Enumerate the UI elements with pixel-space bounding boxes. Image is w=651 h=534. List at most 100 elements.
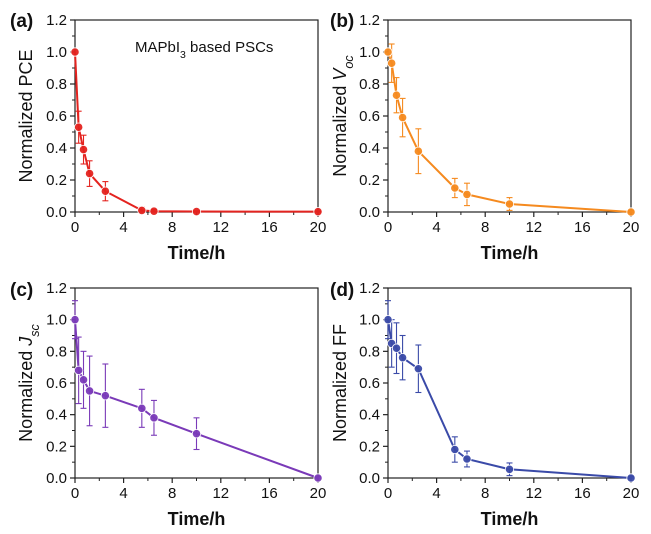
panel-a: 0 4 8 12 16 20 0.0 0.2 0.4 0.6 0.8 1.0 1.2 (a) Time/h N…	[10, 11, 326, 263]
panel-b: 0 4 8 12 16 20 0.0 0.2 0.4 0.6 0.8 1.0 1.2 (b) Time/h N…	[330, 11, 639, 263]
y-tick-label: 0.4	[46, 407, 67, 424]
data-point	[462, 454, 472, 464]
x-axis-title: Time/h	[481, 243, 539, 263]
data-point	[149, 206, 159, 216]
y-tick-label: 0.8	[359, 76, 380, 93]
data-point	[450, 183, 460, 193]
x-tick-label: 12	[212, 219, 229, 236]
y-tick-label: 1.2	[46, 280, 67, 297]
data-point	[78, 145, 89, 155]
x-tick-label: 8	[168, 485, 176, 502]
data-point	[450, 444, 460, 455]
y-tick-label: 1.0	[46, 44, 67, 61]
label-part: sc	[28, 323, 42, 336]
panel-c: 0 4 8 12 16 20 0.0 0.2 0.4 0.6 0.8 1.0 1.2 (c) Time/h N…	[10, 280, 326, 529]
panel-label: (c)	[10, 280, 33, 301]
data-point	[191, 429, 202, 439]
x-tick-label: 12	[212, 485, 229, 502]
x-tick-label: 4	[119, 219, 127, 236]
y-axis-title: Normalized Voc	[330, 55, 356, 177]
data-point	[504, 199, 515, 209]
data-point	[413, 364, 423, 374]
y-axis-title: Normalized PCE	[16, 49, 36, 182]
data-point	[149, 413, 159, 423]
y-tick-label: 0.0	[359, 204, 380, 221]
data-point	[100, 391, 110, 401]
x-tick-label: 8	[481, 485, 489, 502]
data-point	[313, 473, 323, 483]
x-tick-label: 16	[574, 485, 591, 502]
data-point	[383, 315, 393, 325]
y-tick-label: 1.0	[359, 312, 380, 329]
data-point	[137, 205, 147, 215]
data-point	[397, 353, 408, 363]
x-tick-label: 12	[525, 219, 542, 236]
y-tick-label: 1.2	[46, 12, 67, 29]
data-point	[84, 169, 95, 179]
data-point	[383, 47, 393, 57]
x-tick-label: 0	[71, 219, 79, 236]
y-tick-label: 0.2	[46, 438, 67, 455]
data-point	[70, 47, 80, 57]
label-part: based PSCs	[186, 39, 274, 56]
data-point	[626, 473, 636, 483]
series-line	[387, 51, 632, 213]
x-tick-label: 0	[384, 219, 392, 236]
y-tick-label: 1.2	[359, 280, 380, 297]
x-tick-label: 4	[432, 485, 440, 502]
series-line	[387, 319, 632, 479]
x-tick-label: 0	[384, 485, 392, 502]
x-tick-label: 20	[623, 219, 640, 236]
plot-frame	[387, 19, 632, 213]
y-tick-label: 0.8	[46, 343, 67, 360]
y-tick-label: 0.8	[46, 76, 67, 93]
y-tick-label: 0.4	[46, 140, 67, 157]
y-tick-label: 0.6	[359, 375, 380, 392]
data-point	[191, 206, 202, 217]
y-tick-label: 0.6	[359, 108, 380, 125]
data-point	[462, 189, 472, 199]
x-tick-label: 8	[481, 219, 489, 236]
panel-label: (d)	[330, 280, 354, 301]
x-tick-label: 16	[261, 219, 278, 236]
x-tick-label: 4	[432, 219, 440, 236]
data-point	[74, 122, 84, 132]
x-tick-label: 0	[71, 485, 79, 502]
y-tick-label: 0.0	[359, 470, 380, 487]
data-point	[391, 343, 402, 353]
y-tick-label: 0.6	[46, 375, 67, 392]
data-point	[70, 315, 80, 325]
label-part: oc	[342, 55, 356, 69]
label-part: Normalized	[16, 346, 36, 442]
x-tick-label: 20	[623, 485, 640, 502]
y-axis-title: Normalized FF	[330, 324, 350, 442]
y-tick-label: 1.0	[46, 312, 67, 329]
x-tick-label: 4	[119, 485, 127, 502]
data-point	[78, 375, 89, 385]
data-point	[137, 403, 147, 413]
y-tick-label: 0.2	[46, 172, 67, 189]
y-tick-label: 1.0	[359, 44, 380, 61]
y-tick-label: 0.0	[46, 204, 67, 221]
data-point	[387, 58, 397, 68]
x-tick-label: 16	[261, 485, 278, 502]
data-point	[626, 207, 636, 217]
label-part: V	[330, 67, 350, 81]
series-line	[74, 319, 319, 479]
x-tick-label: 16	[574, 219, 591, 236]
x-axis-title: Time/h	[481, 509, 539, 529]
data-point	[504, 464, 515, 474]
x-tick-label: 8	[168, 219, 176, 236]
x-tick-label: 20	[310, 485, 327, 502]
data-point	[397, 113, 408, 123]
data-point	[74, 365, 84, 375]
label-part: MAPbI	[135, 39, 180, 56]
x-axis-title: Time/h	[168, 243, 226, 263]
data-point	[100, 186, 110, 196]
y-tick-label: 0.6	[46, 108, 67, 125]
label-part: 3	[180, 49, 186, 61]
data-point	[391, 90, 402, 100]
y-tick-label: 0.2	[359, 172, 380, 189]
data-point	[413, 146, 423, 156]
